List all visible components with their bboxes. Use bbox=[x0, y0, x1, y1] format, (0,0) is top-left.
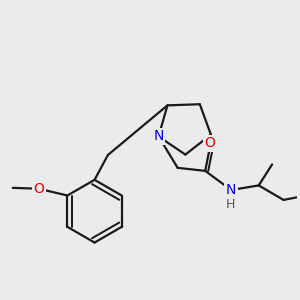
Text: H: H bbox=[226, 198, 235, 211]
Text: N: N bbox=[153, 130, 164, 143]
Text: O: O bbox=[33, 182, 44, 196]
Text: O: O bbox=[204, 136, 215, 150]
Text: N: N bbox=[226, 183, 236, 197]
